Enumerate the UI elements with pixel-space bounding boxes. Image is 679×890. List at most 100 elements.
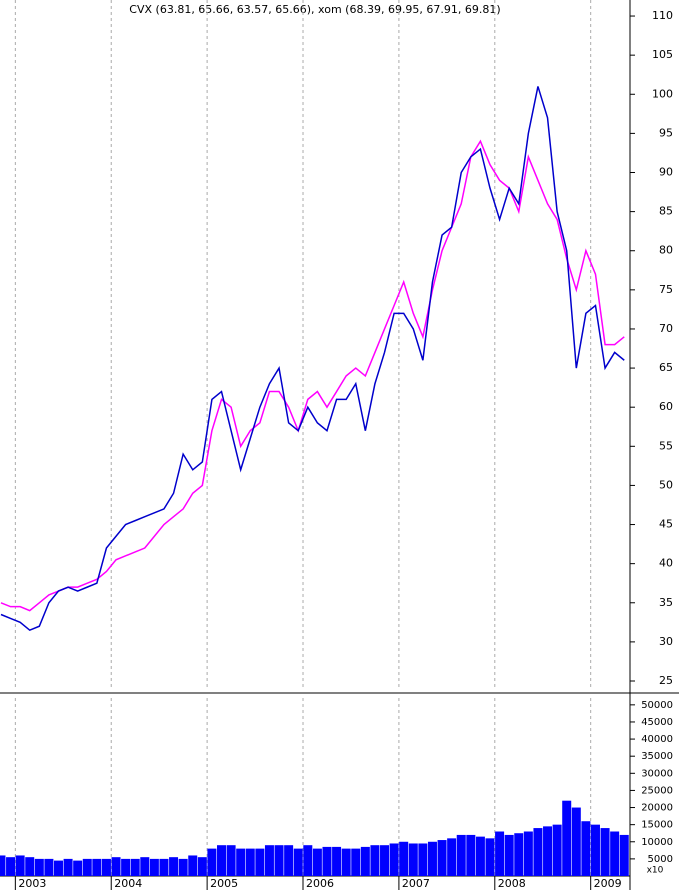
x-tick-label: 2006 bbox=[306, 877, 334, 890]
volume-bar bbox=[188, 855, 198, 876]
volume-bar bbox=[456, 834, 466, 876]
volume-bar bbox=[495, 831, 505, 876]
y-tick-label: 40000 bbox=[641, 734, 673, 745]
y-tick-label: 20000 bbox=[641, 803, 673, 814]
y-tick-label: 25 bbox=[659, 674, 673, 687]
x-tick-label: 2003 bbox=[18, 877, 46, 890]
volume-bar bbox=[284, 845, 294, 876]
volume-bar bbox=[427, 841, 437, 876]
volume-bar bbox=[447, 838, 457, 876]
volume-bar bbox=[293, 848, 303, 876]
volume-bar bbox=[44, 858, 54, 876]
volume-bar bbox=[73, 860, 83, 876]
volume-bar bbox=[236, 848, 246, 876]
y-tick-label: 90 bbox=[659, 166, 673, 179]
volume-bar bbox=[101, 858, 111, 876]
volume-bar bbox=[485, 838, 495, 876]
y-tick-label: 75 bbox=[659, 283, 673, 296]
volume-bar bbox=[53, 860, 63, 876]
volume-bar bbox=[303, 845, 313, 876]
y-tick-label: 10000 bbox=[641, 837, 673, 848]
y-tick-label: 15000 bbox=[641, 820, 673, 831]
volume-bar bbox=[610, 831, 620, 876]
volume-bar bbox=[504, 834, 514, 876]
volume-bar bbox=[332, 846, 342, 876]
y-tick-label: 30 bbox=[659, 635, 673, 648]
volume-bar bbox=[552, 824, 562, 876]
volume-bar bbox=[226, 845, 236, 876]
volume-bar bbox=[15, 855, 25, 876]
volume-bar bbox=[533, 828, 543, 876]
volume-bar bbox=[341, 848, 351, 876]
volume-bar bbox=[169, 857, 179, 876]
y-tick-label: 100 bbox=[652, 87, 673, 100]
volume-bar bbox=[274, 845, 284, 876]
x-tick-label: 2005 bbox=[210, 877, 238, 890]
volume-bar bbox=[82, 858, 92, 876]
volume-bar bbox=[140, 857, 150, 876]
y-tick-label: 45 bbox=[659, 518, 673, 531]
volume-bar bbox=[380, 845, 390, 876]
volume-bar bbox=[399, 841, 409, 876]
volume-bar bbox=[590, 824, 600, 876]
volume-bar bbox=[245, 848, 255, 876]
y-tick-label: 60 bbox=[659, 400, 673, 413]
volume-bar bbox=[475, 836, 485, 876]
volume-bar bbox=[562, 800, 572, 876]
x-tick-label: 2009 bbox=[594, 877, 622, 890]
volume-bar bbox=[514, 833, 524, 876]
volume-bar bbox=[207, 848, 217, 876]
volume-bar bbox=[351, 848, 361, 876]
y-tick-label: 25000 bbox=[641, 785, 673, 796]
y-tick-label: 105 bbox=[652, 48, 673, 61]
volume-bar bbox=[264, 845, 274, 876]
volume-bar bbox=[159, 858, 169, 876]
volume-bar bbox=[92, 858, 102, 876]
volume-bar bbox=[255, 848, 265, 876]
volume-unit: x10 bbox=[647, 866, 664, 876]
price-line bbox=[0, 86, 625, 632]
volume-bar bbox=[34, 858, 44, 876]
y-tick-label: 65 bbox=[659, 361, 673, 374]
y-tick-label: 35 bbox=[659, 596, 673, 609]
volume-bar bbox=[111, 857, 121, 876]
y-tick-label: 40 bbox=[659, 557, 673, 570]
chart-title: CVX (63.81, 65.66, 63.57, 65.66), xom (6… bbox=[129, 3, 500, 16]
y-tick-label: 50000 bbox=[641, 700, 673, 711]
volume-bar bbox=[63, 858, 73, 876]
volume-bar bbox=[370, 845, 380, 876]
price-line bbox=[0, 139, 625, 612]
volume-bar bbox=[217, 845, 227, 876]
y-tick-label: 5000 bbox=[648, 854, 673, 865]
volume-bar bbox=[6, 857, 16, 876]
volume-bar bbox=[437, 840, 447, 876]
y-tick-label: 80 bbox=[659, 244, 673, 257]
y-tick-label: 70 bbox=[659, 322, 673, 335]
volume-bar bbox=[197, 857, 207, 876]
volume-bar bbox=[121, 858, 131, 876]
y-tick-label: 55 bbox=[659, 439, 673, 452]
volume-bar bbox=[619, 834, 629, 876]
volume-bar bbox=[581, 821, 591, 876]
y-tick-label: 85 bbox=[659, 205, 673, 218]
x-tick-label: 2004 bbox=[114, 877, 142, 890]
volume-bar bbox=[408, 843, 418, 876]
volume-bar bbox=[389, 843, 399, 876]
y-tick-label: 110 bbox=[652, 9, 673, 22]
volume-bar bbox=[312, 848, 322, 876]
y-tick-label: 35000 bbox=[641, 751, 673, 762]
volume-bar bbox=[149, 858, 159, 876]
volume-bar bbox=[0, 855, 6, 876]
volume-bar bbox=[466, 834, 476, 876]
volume-bar bbox=[571, 807, 581, 876]
volume-bar bbox=[322, 846, 332, 876]
y-tick-label: 30000 bbox=[641, 768, 673, 779]
volume-bar bbox=[130, 858, 140, 876]
y-tick-label: 50 bbox=[659, 478, 673, 491]
volume-bar bbox=[600, 828, 610, 876]
y-tick-label: 95 bbox=[659, 126, 673, 139]
volume-bar bbox=[418, 843, 428, 876]
volume-bar bbox=[523, 831, 533, 876]
